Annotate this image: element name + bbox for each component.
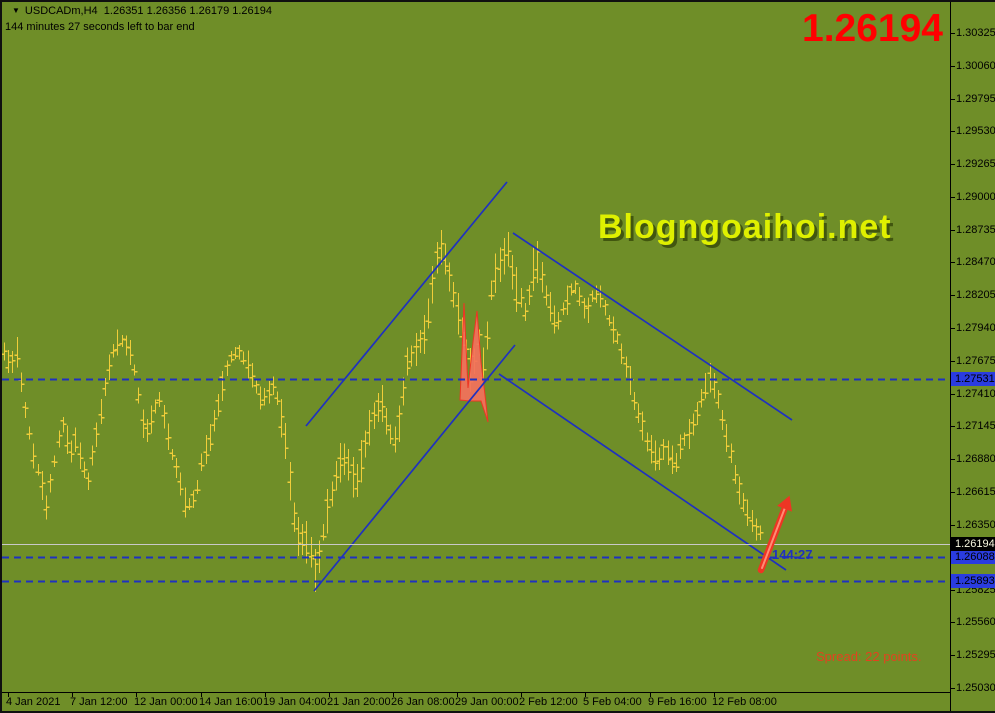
price-axis-tick <box>950 459 955 461</box>
time-axis-tick <box>329 693 330 697</box>
price-axis-label: 1.28735 <box>956 223 995 236</box>
time-axis-label: 7 Jan 12:00 <box>70 696 128 708</box>
buy-arrow <box>757 495 793 574</box>
symbol-header: ▼ USDCADm,H4 1.26351 1.26356 1.26179 1.26… <box>12 5 272 17</box>
bar-countdown-text: 144 minutes 27 seconds left to bar end <box>5 21 195 33</box>
price-axis-tick <box>950 360 955 362</box>
price-axis-label: 1.30060 <box>956 59 995 72</box>
time-axis-label: 9 Feb 16:00 <box>648 696 707 708</box>
time-axis-tick <box>393 693 394 697</box>
price-axis-tick <box>950 655 955 657</box>
time-axis-label: 26 Jan 08:00 <box>391 696 455 708</box>
price-axis-label: 1.28470 <box>956 256 995 269</box>
price-axis-label: 1.26880 <box>956 453 995 466</box>
price-axis-tick <box>950 229 955 231</box>
symbol-label: USDCADm,H4 <box>24 5 98 17</box>
descending-channel-upper[interactable] <box>512 232 793 421</box>
time-axis-tick <box>201 693 202 697</box>
time-axis-tick <box>650 693 651 697</box>
price-axis-label: 1.26615 <box>956 485 995 498</box>
price-axis-tick <box>950 196 955 198</box>
price-axis-separator <box>950 2 951 711</box>
spread-label: Spread: 22 points. <box>816 649 922 664</box>
level-price-badge: 1.25893 <box>951 574 995 589</box>
price-axis-label: 1.25030 <box>956 682 995 694</box>
red-flag-shape <box>459 302 489 423</box>
ohlc-quotes: 1.26351 1.26356 1.26179 1.26194 <box>103 5 272 17</box>
time-axis-label: 21 Jan 20:00 <box>327 696 391 708</box>
candle-timer-label: 144:27 <box>772 547 813 562</box>
time-axis-label: 12 Feb 08:00 <box>712 696 777 708</box>
price-axis-label: 1.29000 <box>956 190 995 203</box>
time-axis-label: 12 Jan 00:00 <box>134 696 198 708</box>
price-axis-label: 1.27145 <box>956 420 995 433</box>
price-axis-label: 1.29795 <box>956 92 995 105</box>
price-axis-tick <box>950 98 955 100</box>
ascending-channel-lower[interactable] <box>313 344 516 592</box>
time-axis-tick <box>72 693 73 697</box>
price-axis-label: 1.27940 <box>956 322 995 335</box>
price-axis-tick <box>950 589 955 591</box>
time-axis-tick <box>136 693 137 697</box>
price-axis-tick <box>950 688 955 689</box>
price-axis-tick <box>950 426 955 428</box>
price-axis-label: 1.27675 <box>956 354 995 367</box>
current-price-badge: 1.26194 <box>951 537 995 551</box>
price-axis-label: 1.25295 <box>956 649 995 662</box>
price-axis-tick <box>950 491 955 493</box>
price-bars[interactable] <box>2 229 764 592</box>
price-axis-tick <box>950 622 955 624</box>
price-axis-tick <box>950 295 955 297</box>
trendlines[interactable] <box>305 181 793 592</box>
time-axis-label: 2 Feb 12:00 <box>519 696 578 708</box>
time-axis-label: 14 Jan 16:00 <box>199 696 263 708</box>
price-axis-tick <box>950 164 955 166</box>
price-axis-label: 1.25560 <box>956 616 995 629</box>
price-axis-tick <box>950 131 955 133</box>
current-price-display: 1.26194 <box>802 7 943 50</box>
price-axis-tick <box>950 65 955 67</box>
time-axis-tick <box>265 693 266 697</box>
price-axis-label: 1.27410 <box>956 387 995 400</box>
price-axis-label: 1.29530 <box>956 125 995 138</box>
ascending-channel-upper[interactable] <box>305 181 508 427</box>
support-resistance-lines[interactable] <box>2 378 950 583</box>
dropdown-arrow-icon[interactable]: ▼ <box>12 6 20 15</box>
price-axis-tick <box>950 328 955 330</box>
time-axis-tick <box>585 693 586 697</box>
time-axis-separator <box>2 692 951 693</box>
time-axis-tick <box>457 693 458 697</box>
price-axis-label: 1.29265 <box>956 158 995 171</box>
price-axis-label: 1.28205 <box>956 289 995 302</box>
descending-channel-lower[interactable] <box>498 373 787 571</box>
time-axis-tick <box>714 693 715 697</box>
price-axis-label: 1.26350 <box>956 518 995 531</box>
time-axis-tick <box>8 693 9 697</box>
price-axis-tick <box>950 393 955 395</box>
time-axis-label: 29 Jan 00:00 <box>455 696 519 708</box>
price-axis-tick <box>950 33 955 34</box>
watermark-text: Blogngoaihoi.net <box>598 208 892 246</box>
price-axis-tick <box>950 524 955 526</box>
price-axis-tick <box>950 262 955 264</box>
level-price-badge: 1.27531 <box>951 371 995 386</box>
time-axis-label: 5 Feb 04:00 <box>583 696 642 708</box>
price-axis-label: 1.30325 <box>956 27 995 39</box>
time-axis-label: 4 Jan 2021 <box>6 696 61 708</box>
time-axis-tick <box>521 693 522 697</box>
level-price-badge: 1.26088 <box>951 550 995 565</box>
time-axis-label: 19 Jan 04:00 <box>263 696 327 708</box>
